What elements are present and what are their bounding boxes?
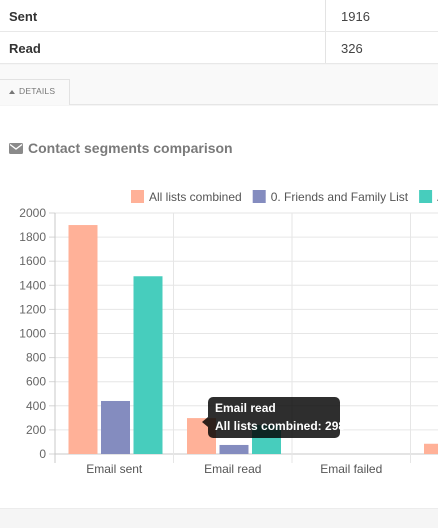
bar	[424, 443, 438, 454]
column-divider	[325, 0, 326, 31]
bar	[101, 400, 130, 454]
column-divider	[325, 32, 326, 63]
stats-row-sent: Sent 1916	[0, 0, 438, 32]
stats-table: Sent 1916 Read 326	[0, 0, 438, 64]
panel-title-text: Contact segments comparison	[28, 140, 233, 156]
legend-swatch	[131, 190, 144, 203]
details-toggle-button[interactable]: DETAILS	[0, 79, 70, 105]
y-tick-label: 400	[26, 399, 46, 413]
legend-label: 0. Friends and Family List	[271, 190, 409, 204]
tooltip-box	[208, 397, 340, 438]
stat-value: 1916	[341, 9, 370, 24]
legend-swatch	[252, 190, 266, 203]
stat-value: 326	[341, 41, 363, 56]
x-tick-label: Email failed	[320, 462, 382, 476]
chart-tooltip: Email read All lists combined: 298	[202, 397, 345, 438]
bar	[68, 225, 98, 454]
tooltip-body: All lists combined: 298	[215, 419, 345, 433]
y-tick-label: 1400	[19, 278, 46, 292]
legend-label: All lists combined	[149, 190, 242, 204]
y-tick-label: 1800	[19, 230, 46, 244]
x-tick-label: Email sent	[86, 462, 143, 476]
bar	[133, 276, 163, 454]
stat-label: Sent	[9, 9, 38, 24]
panel-title: Contact segments comparison	[9, 140, 233, 156]
y-tick-label: 800	[26, 351, 46, 365]
y-tick-label: 1600	[19, 254, 46, 268]
legend-swatch	[419, 190, 433, 203]
bottom-strip	[0, 508, 438, 528]
envelope-icon	[9, 142, 23, 154]
y-tick-label: 600	[26, 375, 46, 389]
y-tick-label: 200	[26, 423, 46, 437]
stat-label: Read	[9, 41, 41, 56]
details-label: DETAILS	[19, 86, 56, 96]
y-tick-label: 1200	[19, 302, 46, 316]
x-tick-label: Email read	[204, 462, 261, 476]
y-tick-label: 0	[39, 447, 46, 461]
caret-up-icon	[9, 90, 15, 94]
tooltip-arrow	[202, 417, 208, 427]
y-tick-label: 2000	[19, 206, 46, 220]
bar	[219, 444, 249, 454]
stats-row-read: Read 326	[0, 32, 438, 64]
y-tick-label: 1000	[19, 327, 46, 341]
tooltip-title: Email read	[215, 401, 276, 415]
details-bar: DETAILS	[0, 65, 438, 105]
